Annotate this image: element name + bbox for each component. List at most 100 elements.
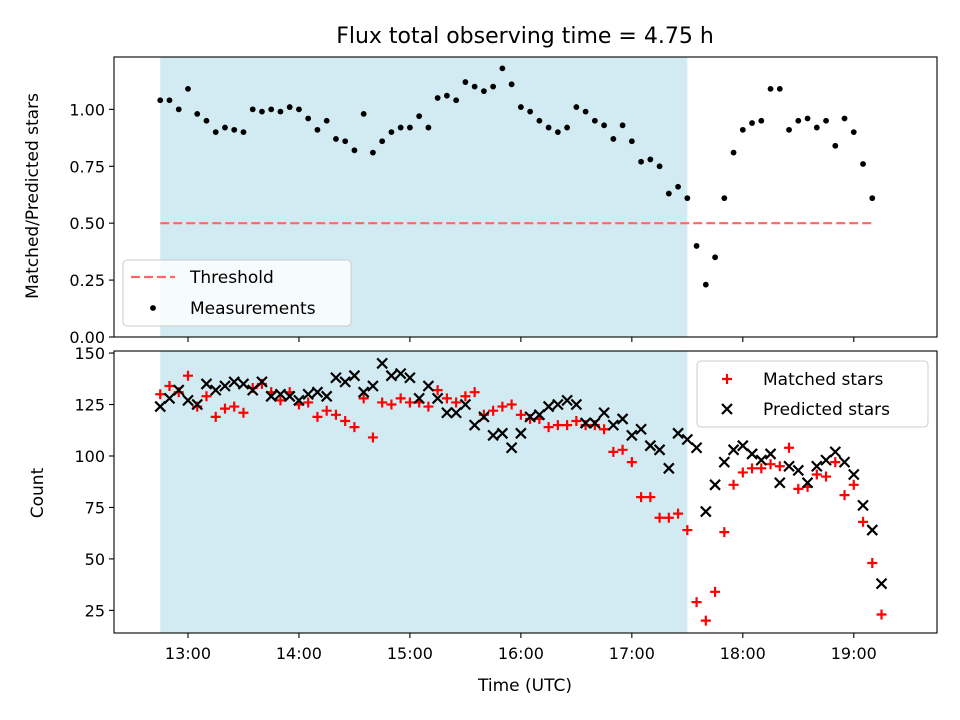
- predicted-star-point: [172, 384, 185, 396]
- matched-star-point: [811, 469, 822, 480]
- matched-star-point: [848, 479, 859, 490]
- predicted-star-point: [219, 380, 231, 392]
- predicted-star-point: [191, 398, 204, 411]
- predicted-star-point: [542, 400, 555, 413]
- measurement-point: [675, 183, 681, 190]
- measurement-point: [397, 124, 404, 131]
- predicted-star-point: [367, 380, 379, 392]
- matched-star-point: [488, 405, 499, 416]
- measurement-point: [749, 120, 755, 126]
- matched-star-point: [469, 387, 480, 398]
- matched-star-point: [229, 401, 240, 412]
- measurement-point: [758, 117, 765, 124]
- predicted-star-point: [404, 371, 416, 384]
- matched-star-point: [636, 492, 647, 503]
- predicted-star-point: [302, 388, 314, 401]
- predicted-star-point: [764, 448, 777, 460]
- matched-star-point: [312, 411, 323, 422]
- matched-star-point: [876, 609, 887, 620]
- measurement-point: [212, 129, 219, 136]
- x-tick-label: 19:00: [831, 644, 877, 663]
- measurement-point: [804, 115, 811, 122]
- measurement-point: [684, 195, 691, 202]
- x-tick-label: 17:00: [609, 644, 655, 663]
- predicted-star-point: [727, 444, 740, 456]
- predicted-star-point: [357, 386, 370, 398]
- x-tick-label: 16:00: [498, 644, 544, 663]
- measurement-point: [508, 81, 515, 88]
- matched-star-point: [562, 420, 573, 431]
- predicted-star-point: [283, 390, 296, 403]
- measurement-point: [499, 65, 506, 72]
- predicted-star-point: [561, 394, 573, 407]
- measurement-point: [333, 136, 339, 142]
- predicted-star-point: [746, 448, 758, 460]
- x-tick-label: 13:00: [165, 644, 211, 663]
- predicted-star-point: [487, 429, 499, 442]
- matched-star-point: [377, 397, 388, 408]
- bottom-y-tick-label: 25: [85, 601, 105, 620]
- predicted-star-point: [718, 456, 731, 468]
- top-y-tick-label: 0.25: [69, 271, 105, 290]
- matched-star-point: [404, 397, 415, 408]
- measurement-point: [656, 163, 663, 170]
- measurement-point: [730, 149, 737, 156]
- predicted-star-point: [552, 398, 564, 411]
- measurement-point: [610, 136, 617, 142]
- matched-star-point: [756, 463, 767, 474]
- predicted-star-point: [422, 380, 435, 392]
- measurement-point: [453, 97, 460, 104]
- predicted-star-point: [200, 378, 213, 390]
- measurement-point: [259, 108, 265, 115]
- top-y-tick-label: 0.00: [69, 328, 105, 347]
- matched-star-point: [275, 395, 286, 406]
- predicted-star-point: [505, 441, 518, 454]
- measurement-point: [471, 83, 478, 90]
- predicted-star-point: [644, 439, 657, 452]
- matched-star-point: [774, 461, 785, 472]
- matched-stars-legend-swatch: [722, 374, 732, 384]
- predicted-star-point: [237, 378, 250, 390]
- matched-star-point: [182, 370, 193, 381]
- matched-star-point: [830, 457, 841, 468]
- top-legend: Threshold Measurements: [122, 259, 352, 327]
- matched-star-point: [793, 483, 804, 494]
- predicted-star-point: [857, 499, 869, 512]
- measurement-point: [702, 281, 709, 288]
- top-y-tick-label: 1.00: [69, 100, 105, 119]
- measurement-point: [813, 124, 820, 131]
- matched-star-point: [765, 459, 776, 470]
- measurement-point: [776, 85, 783, 92]
- predicted-star-point: [320, 390, 333, 403]
- predicted-star-point: [246, 384, 259, 396]
- measurement-point: [203, 117, 210, 124]
- measurement-point: [296, 106, 302, 113]
- measurement-point: [850, 129, 857, 136]
- measurement-point: [767, 85, 774, 92]
- measurement-point: [832, 142, 839, 149]
- matched-star-point: [737, 467, 748, 478]
- matched-star-point: [784, 442, 795, 453]
- predicted-star-point: [394, 367, 407, 380]
- measurement-point: [573, 104, 580, 110]
- matched-star-point: [451, 397, 462, 408]
- measurement-point: [425, 124, 432, 131]
- measurement-point: [860, 161, 866, 167]
- matched-star-point: [599, 424, 610, 435]
- measurement-point: [638, 158, 644, 165]
- matched-star-point: [441, 393, 452, 404]
- measurement-point: [739, 126, 746, 133]
- matched-star-point: [210, 411, 221, 422]
- measurement-point: [823, 117, 829, 124]
- predicted-star-point: [783, 460, 795, 473]
- ratio-panel: Flux total observing time = 4.75 h Match…: [23, 24, 938, 347]
- x-tick-label: 15:00: [387, 644, 433, 663]
- measurement-point: [619, 122, 626, 129]
- predicted-star-point: [681, 433, 694, 446]
- predicted-star-point: [847, 468, 860, 481]
- predicted-star-point: [700, 505, 712, 518]
- measurement-point: [712, 254, 718, 261]
- predicted-star-point: [811, 460, 823, 473]
- predicted-star-point: [330, 371, 342, 384]
